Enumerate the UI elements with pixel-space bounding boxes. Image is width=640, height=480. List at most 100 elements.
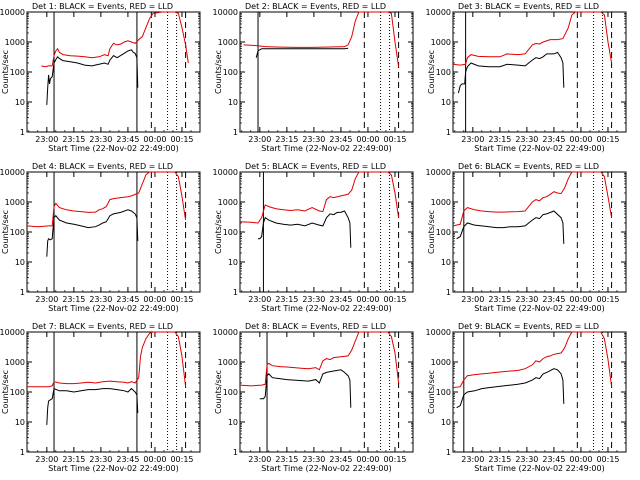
events-series-line — [456, 210, 565, 244]
y-tick-label: 10000 — [426, 8, 451, 17]
detector-panel: Det 1: BLACK = Events, RED = LLD 1 10 100 10… — [0, 2, 201, 153]
detector-panel: Det 7: BLACK = Events, RED = LLD 1 10 100 10… — [0, 322, 201, 473]
y-tick-label: 10 — [228, 418, 238, 427]
y-tick-label: 1000 — [431, 198, 451, 207]
x-tick-label: 23:00 — [248, 135, 271, 144]
x-tick-label: 23:00 — [248, 455, 271, 464]
y-tick-label: 1 — [20, 448, 25, 457]
events-series-line — [457, 51, 565, 94]
y-tick-label: 100 — [10, 388, 25, 397]
detector-panel: Det 5: BLACK = Events, RED = LLD 1 10 100 10… — [213, 162, 414, 313]
y-tick-label: 1 — [233, 288, 238, 297]
x-tick-label: 00:00 — [143, 295, 166, 304]
y-tick-label: 1 — [20, 128, 25, 137]
lld-series-line — [452, 331, 613, 389]
y-tick-label: 100 — [436, 68, 451, 77]
x-axis-label: Start Time (22-Nov-02 22:49:00) — [261, 304, 391, 313]
panel-title: Det 9: BLACK = Events, RED = LLD — [458, 322, 599, 331]
x-tick-label: 23:30 — [89, 295, 112, 304]
events-series-line — [456, 368, 565, 409]
x-axis-label: Start Time (22-Nov-02 22:49:00) — [48, 464, 178, 473]
detector-panel: Det 3: BLACK = Events, RED = LLD 1 10 100 10… — [426, 2, 627, 153]
panel-title: Det 3: BLACK = Events, RED = LLD — [458, 2, 599, 11]
x-tick-label: 00:00 — [569, 135, 592, 144]
y-tick-label: 10000 — [213, 328, 238, 337]
panel-title: Det 2: BLACK = Events, RED = LLD — [245, 2, 386, 11]
y-tick-label: 100 — [10, 228, 25, 237]
panel-title: Det 8: BLACK = Events, RED = LLD — [245, 322, 386, 331]
x-tick-label: 23:15 — [62, 295, 85, 304]
events-series-line — [259, 369, 352, 408]
x-axis-label: Start Time (22-Nov-02 22:49:00) — [474, 144, 604, 153]
y-tick-label: 10 — [441, 418, 451, 427]
events-series-line — [46, 387, 139, 425]
panel-title: Det 6: BLACK = Events, RED = LLD — [458, 162, 599, 171]
lld-series-line — [27, 331, 187, 388]
detector-panel: Det 4: BLACK = Events, RED = LLD 1 10 100 10… — [0, 162, 201, 313]
x-tick-label: 23:45 — [542, 135, 565, 144]
y-tick-label: 1000 — [5, 358, 25, 367]
plot-frame — [452, 11, 627, 133]
y-tick-label: 1000 — [218, 358, 238, 367]
x-tick-label: 23:45 — [116, 455, 139, 464]
y-tick-label: 1 — [20, 288, 25, 297]
plot-frame — [239, 171, 414, 293]
plot-frame — [452, 171, 627, 293]
y-tick-label: 100 — [10, 68, 25, 77]
x-tick-label: 23:45 — [542, 455, 565, 464]
y-tick-label: 1 — [233, 128, 238, 137]
events-series-line — [46, 209, 139, 257]
x-tick-label: 00:15 — [596, 295, 619, 304]
panel-title: Det 7: BLACK = Events, RED = LLD — [32, 322, 173, 331]
x-tick-label: 23:00 — [35, 455, 58, 464]
x-tick-label: 00:00 — [569, 455, 592, 464]
x-tick-label: 23:00 — [461, 295, 484, 304]
y-tick-label: 100 — [223, 388, 238, 397]
panel-title: Det 4: BLACK = Events, RED = LLD — [32, 162, 173, 171]
x-tick-label: 23:15 — [275, 455, 298, 464]
x-tick-label: 23:15 — [62, 455, 85, 464]
y-tick-label: 1 — [233, 448, 238, 457]
lld-series-line — [41, 11, 189, 68]
x-tick-label: 00:15 — [596, 455, 619, 464]
plot-frame — [239, 11, 414, 133]
x-tick-label: 23:45 — [329, 295, 352, 304]
x-tick-label: 23:15 — [275, 295, 298, 304]
x-tick-label: 00:00 — [569, 295, 592, 304]
y-tick-label: 10000 — [213, 8, 238, 17]
lld-series-line — [243, 11, 400, 67]
y-tick-label: 1000 — [218, 198, 238, 207]
y-tick-label: 1000 — [431, 38, 451, 47]
x-axis-label: Start Time (22-Nov-02 22:49:00) — [261, 464, 391, 473]
y-tick-label: 10 — [228, 98, 238, 107]
x-tick-label: 00:15 — [383, 135, 406, 144]
x-tick-label: 00:00 — [356, 295, 379, 304]
y-tick-label: 1 — [446, 128, 451, 137]
y-tick-label: 10000 — [213, 168, 238, 177]
x-axis-label: Start Time (22-Nov-02 22:49:00) — [48, 144, 178, 153]
x-tick-label: 00:15 — [383, 295, 406, 304]
y-axis-label: Counts/sec — [214, 210, 223, 254]
y-tick-label: 10 — [15, 258, 25, 267]
lld-series-line — [239, 171, 400, 224]
events-series-line — [258, 210, 352, 248]
events-series-line — [46, 49, 139, 105]
events-series-line — [255, 47, 349, 58]
lld-series-line — [26, 171, 187, 228]
lld-series-line — [452, 11, 613, 66]
y-tick-label: 100 — [223, 228, 238, 237]
x-tick-label: 23:30 — [89, 455, 112, 464]
x-tick-label: 23:30 — [302, 135, 325, 144]
y-tick-label: 10 — [228, 258, 238, 267]
x-tick-label: 23:15 — [488, 295, 511, 304]
y-tick-label: 1000 — [218, 38, 238, 47]
x-tick-label: 23:00 — [248, 295, 271, 304]
y-axis-label: Counts/sec — [427, 50, 436, 94]
x-axis-label: Start Time (22-Nov-02 22:49:00) — [474, 464, 604, 473]
detector-panel: Det 8: BLACK = Events, RED = LLD 1 10 100 10… — [213, 322, 414, 473]
x-tick-label: 23:00 — [461, 455, 484, 464]
x-tick-label: 00:15 — [170, 135, 193, 144]
panel-title: Det 5: BLACK = Events, RED = LLD — [245, 162, 386, 171]
x-tick-label: 23:45 — [116, 295, 139, 304]
